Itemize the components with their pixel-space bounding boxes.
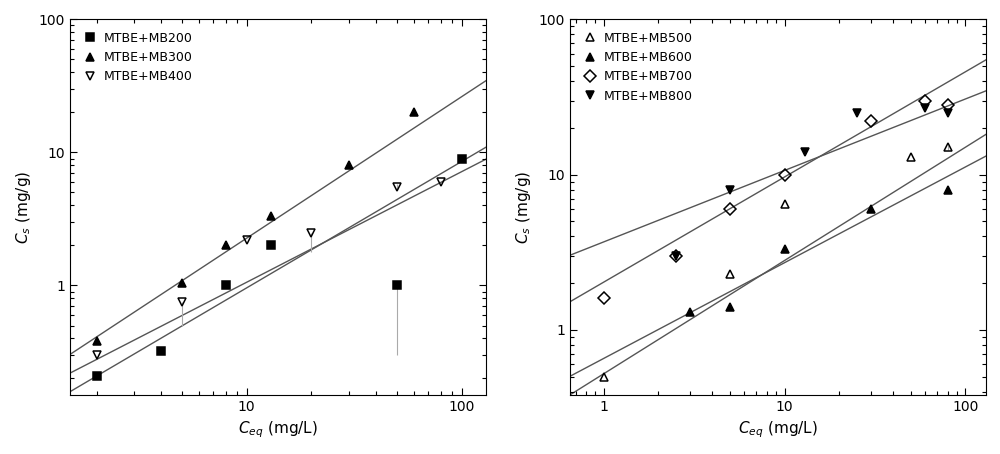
MTBE+MB300 (265, 214, 277, 219)
MTBE+MB400 (435, 179, 447, 185)
MTBE+MB500 (942, 144, 954, 150)
MTBE+MB500 (905, 154, 917, 160)
Line: MTBE+MB200: MTBE+MB200 (92, 154, 466, 380)
MTBE+MB700 (724, 206, 736, 212)
MTBE+MB800 (799, 149, 811, 155)
X-axis label: $C_{eq}$ (mg/L): $C_{eq}$ (mg/L) (738, 419, 818, 440)
MTBE+MB500 (598, 374, 610, 379)
MTBE+MB500 (724, 271, 736, 276)
MTBE+MB200 (91, 373, 103, 378)
MTBE+MB400 (91, 352, 103, 358)
Y-axis label: $C_s$ (mg/g): $C_s$ (mg/g) (514, 171, 533, 244)
MTBE+MB700 (865, 119, 877, 124)
X-axis label: $C_{eq}$ (mg/L): $C_{eq}$ (mg/L) (238, 419, 318, 440)
MTBE+MB200 (265, 243, 277, 248)
MTBE+MB700 (779, 172, 791, 178)
MTBE+MB700 (670, 253, 682, 258)
MTBE+MB400 (305, 230, 317, 235)
Line: MTBE+MB400: MTBE+MB400 (92, 178, 445, 359)
MTBE+MB700 (598, 296, 610, 301)
MTBE+MB800 (851, 110, 863, 116)
MTBE+MB400 (176, 299, 188, 305)
MTBE+MB600 (724, 305, 736, 310)
Line: MTBE+MB800: MTBE+MB800 (671, 104, 952, 260)
MTBE+MB300 (220, 243, 232, 248)
MTBE+MB200 (391, 283, 403, 288)
MTBE+MB600 (942, 187, 954, 192)
Legend: MTBE+MB500, MTBE+MB600, MTBE+MB700, MTBE+MB800: MTBE+MB500, MTBE+MB600, MTBE+MB700, MTBE… (576, 25, 699, 109)
Line: MTBE+MB600: MTBE+MB600 (686, 186, 952, 316)
MTBE+MB700 (942, 103, 954, 108)
Line: MTBE+MB700: MTBE+MB700 (599, 96, 952, 302)
MTBE+MB600 (684, 310, 696, 315)
MTBE+MB800 (724, 187, 736, 192)
MTBE+MB300 (176, 280, 188, 286)
Y-axis label: $C_s$ (mg/g): $C_s$ (mg/g) (14, 171, 33, 244)
MTBE+MB200 (220, 283, 232, 288)
MTBE+MB200 (155, 349, 167, 354)
MTBE+MB800 (670, 253, 682, 258)
MTBE+MB800 (919, 105, 931, 110)
Line: MTBE+MB300: MTBE+MB300 (92, 108, 418, 345)
MTBE+MB500 (779, 201, 791, 207)
MTBE+MB700 (919, 98, 931, 103)
MTBE+MB200 (456, 156, 468, 161)
Line: MTBE+MB500: MTBE+MB500 (599, 143, 952, 381)
MTBE+MB300 (343, 163, 355, 168)
MTBE+MB600 (779, 247, 791, 252)
MTBE+MB400 (241, 237, 253, 242)
MTBE+MB600 (865, 206, 877, 212)
MTBE+MB800 (942, 110, 954, 116)
MTBE+MB400 (391, 184, 403, 190)
Legend: MTBE+MB200, MTBE+MB300, MTBE+MB400: MTBE+MB200, MTBE+MB300, MTBE+MB400 (76, 25, 199, 89)
MTBE+MB300 (408, 110, 420, 115)
MTBE+MB300 (91, 339, 103, 344)
